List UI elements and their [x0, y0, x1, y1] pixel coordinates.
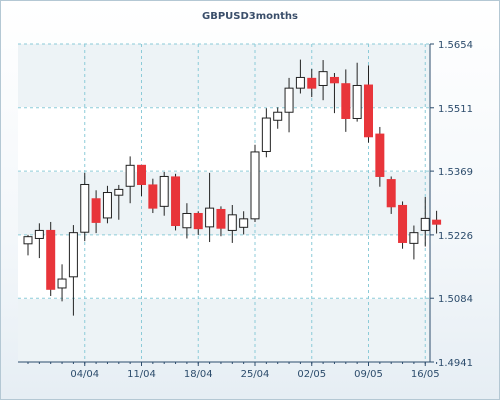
candle-body — [352, 84, 362, 119]
candle-down — [432, 210, 442, 234]
candle-up — [239, 211, 249, 235]
x-tick-label: 04/04 — [70, 369, 99, 380]
candle-body — [57, 278, 67, 289]
candle-down — [46, 221, 56, 296]
candle-body — [284, 87, 294, 113]
candle-up — [182, 203, 192, 239]
candle-up — [261, 108, 271, 158]
candle-down — [137, 164, 146, 197]
candle-down — [148, 178, 158, 214]
x-tick-label: 11/04 — [127, 369, 156, 380]
candle-up — [420, 196, 430, 247]
y-tick-label: 1.5369 — [438, 167, 473, 178]
candles — [23, 59, 442, 316]
candle-body — [91, 198, 101, 223]
chart-title: GBPUSD3months — [201, 11, 298, 22]
candle-up — [318, 60, 328, 101]
candle-up — [273, 107, 283, 129]
candle-up — [295, 59, 305, 94]
candle-body — [398, 204, 408, 243]
candle-body — [239, 218, 249, 228]
candle-down — [91, 190, 101, 234]
candle-body — [182, 212, 192, 229]
candle-up — [102, 185, 112, 224]
candle-down — [386, 176, 396, 214]
candle-down — [341, 69, 351, 132]
x-tick-label: 09/05 — [354, 369, 383, 380]
candle-body — [205, 207, 215, 228]
candle-body — [261, 117, 271, 152]
x-tick-label: 18/04 — [184, 369, 213, 380]
candle-up — [80, 172, 90, 242]
candle-body — [307, 77, 317, 89]
candle-body — [80, 183, 90, 233]
x-tick-label: 16/05 — [411, 369, 440, 380]
candle-body — [23, 236, 33, 245]
candle-body — [329, 76, 339, 84]
candle-body — [409, 232, 419, 244]
candle-body — [386, 179, 396, 208]
candle-up — [409, 225, 419, 260]
candle-body — [227, 214, 237, 231]
x-tick-label: 25/04 — [241, 369, 270, 380]
candle-up — [57, 264, 67, 302]
candle-body — [295, 76, 305, 89]
y-tick-label: 1.5654 — [438, 40, 473, 51]
candle-down — [364, 65, 373, 143]
candle-body — [159, 175, 169, 207]
candle-up — [250, 144, 260, 222]
candle-body — [193, 212, 203, 230]
candle-body — [341, 83, 351, 119]
y-tick-label: 1.5511 — [438, 104, 473, 115]
candle-down — [307, 68, 317, 98]
candle-body — [318, 71, 328, 86]
candle-down — [329, 72, 339, 114]
candle-up — [352, 62, 362, 122]
candle-body — [114, 188, 124, 196]
candle-body — [273, 111, 283, 121]
candle-down — [193, 211, 203, 235]
axis-ticks: 1.5654 1.5511 1.5369 1.5226 1.5084 1.4941 04/0… — [27, 40, 473, 380]
candle-body — [102, 192, 112, 219]
candle-body — [432, 219, 442, 225]
candle-body — [216, 208, 226, 229]
candle-up — [227, 205, 237, 243]
candle-body — [125, 164, 135, 187]
candle-down — [216, 206, 226, 237]
y-tick-label: 1.5084 — [438, 294, 473, 305]
candle-down — [398, 201, 408, 249]
candle-body — [171, 176, 181, 227]
candle-up — [23, 234, 33, 256]
candle-body — [68, 232, 78, 278]
candle-body — [364, 84, 373, 138]
candle-body — [34, 229, 44, 239]
y-tick-label: 1.4941 — [438, 358, 473, 369]
y-tick-label: 1.5226 — [438, 231, 473, 242]
candle-up — [68, 225, 78, 316]
plot-band-lower — [18, 299, 430, 362]
candle-body — [250, 151, 260, 220]
candle-up — [114, 184, 124, 220]
candle-down — [171, 173, 181, 231]
candle-body — [375, 133, 385, 177]
candle-up — [159, 172, 169, 216]
candle-down — [375, 126, 385, 187]
candle-up — [205, 172, 215, 243]
candle-up — [284, 77, 294, 133]
x-tick-label: 02/05 — [297, 369, 326, 380]
candle-up — [34, 223, 44, 259]
candle-up — [125, 156, 135, 204]
candle-body — [148, 184, 158, 209]
candle-body — [46, 229, 56, 290]
candle-body — [420, 217, 430, 231]
candle-body — [137, 164, 146, 185]
